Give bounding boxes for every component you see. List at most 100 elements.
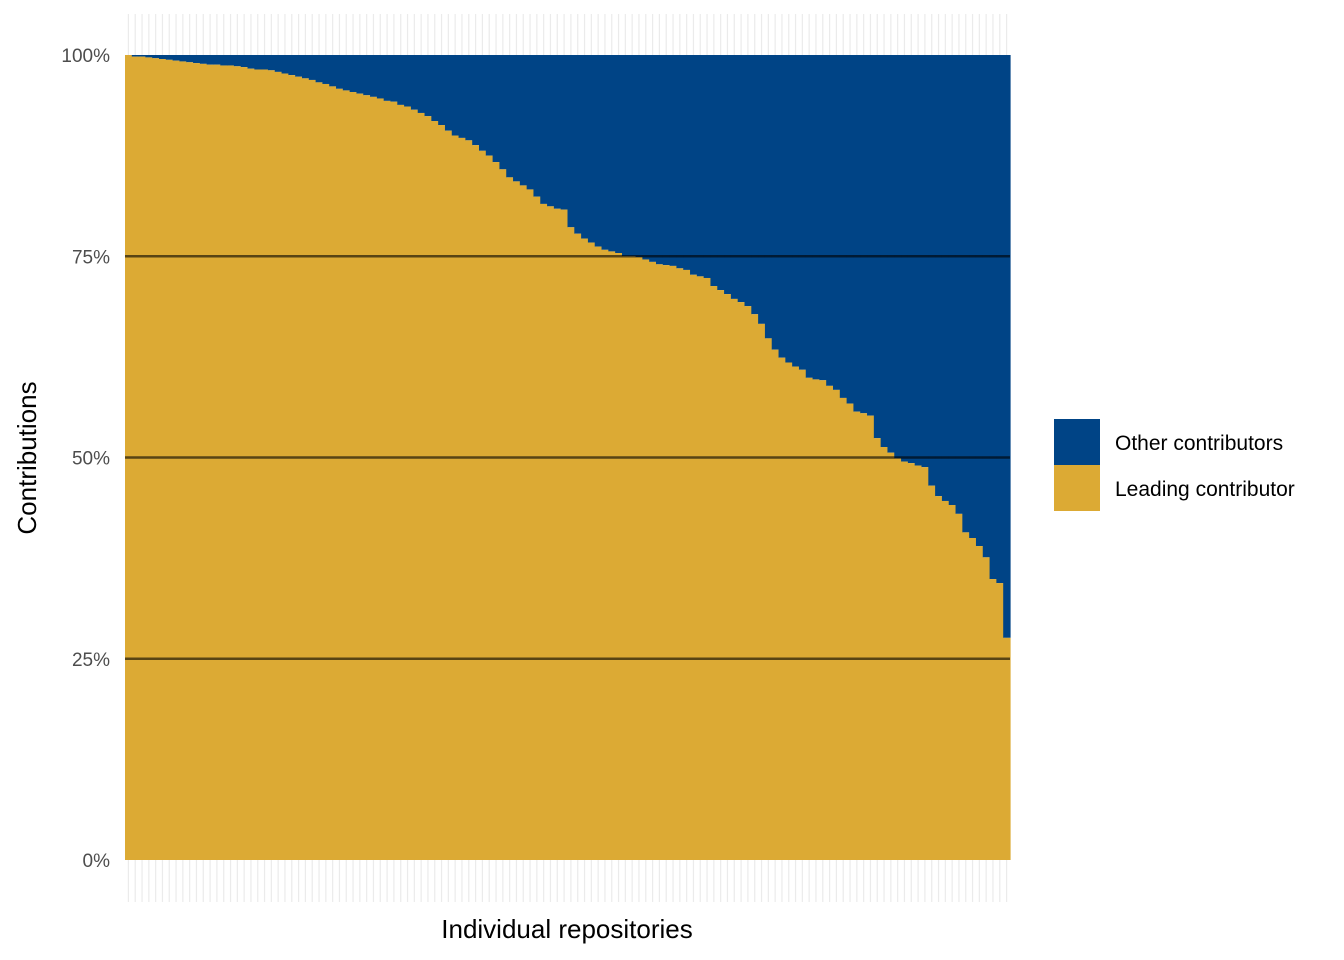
bar-leading-contributor bbox=[642, 259, 650, 861]
bar-leading-contributor bbox=[485, 155, 494, 860]
bar-other-contributors bbox=[165, 55, 174, 60]
bar-leading-contributor bbox=[458, 137, 466, 861]
bar-other-contributors bbox=[404, 55, 412, 107]
bar-leading-contributor bbox=[404, 106, 412, 860]
bar-leading-contributor bbox=[247, 68, 255, 860]
bar-other-contributors bbox=[274, 55, 283, 72]
bar-leading-contributor bbox=[193, 63, 201, 861]
bar-leading-contributor bbox=[737, 302, 746, 860]
bar-other-contributors bbox=[833, 55, 841, 390]
bar-other-contributors bbox=[853, 55, 861, 412]
bar-leading-contributor bbox=[574, 233, 582, 860]
bar-other-contributors bbox=[186, 55, 194, 63]
bar-leading-contributor bbox=[308, 79, 317, 860]
bar-leading-contributor bbox=[315, 82, 324, 861]
bar-other-contributors bbox=[669, 55, 678, 266]
bar-leading-contributor bbox=[853, 411, 861, 860]
bar-leading-contributor bbox=[812, 379, 820, 860]
bar-leading-contributor bbox=[288, 75, 296, 860]
bar-other-contributors bbox=[281, 55, 289, 74]
bar-other-contributors bbox=[329, 55, 337, 87]
bar-leading-contributor bbox=[771, 349, 780, 860]
bar-other-contributors bbox=[662, 55, 671, 266]
bar-leading-contributor bbox=[833, 389, 841, 860]
bar-other-contributors bbox=[349, 55, 358, 93]
bar-leading-contributor bbox=[621, 256, 630, 860]
bar-leading-contributor bbox=[540, 203, 548, 861]
bar-other-contributors bbox=[901, 55, 909, 462]
bar-leading-contributor bbox=[431, 121, 439, 860]
bar-other-contributors bbox=[989, 55, 997, 580]
bar-leading-contributor bbox=[274, 71, 283, 860]
bar-leading-contributor bbox=[267, 70, 276, 861]
bar-other-contributors bbox=[363, 55, 371, 96]
bar-leading-contributor bbox=[322, 83, 330, 861]
bar-leading-contributor bbox=[717, 290, 725, 860]
bar-other-contributors bbox=[581, 55, 589, 239]
bar-other-contributors bbox=[506, 55, 514, 178]
bar-other-contributors bbox=[703, 55, 712, 278]
bar-other-contributors bbox=[179, 55, 187, 62]
bar-other-contributors bbox=[240, 55, 249, 68]
bar-leading-contributor bbox=[233, 66, 242, 860]
bar-other-contributors bbox=[397, 55, 405, 105]
bar-leading-contributor bbox=[662, 265, 671, 861]
bar-other-contributors bbox=[826, 55, 834, 386]
bar-other-contributors bbox=[424, 55, 432, 117]
bar-other-contributors bbox=[560, 55, 569, 210]
bar-other-contributors bbox=[131, 55, 140, 57]
bar-leading-contributor bbox=[370, 96, 378, 861]
bar-leading-contributor bbox=[982, 557, 991, 860]
bar-other-contributors bbox=[227, 55, 235, 66]
bar-leading-contributor bbox=[635, 257, 643, 860]
bar-leading-contributor bbox=[349, 92, 358, 860]
bar-leading-contributor bbox=[764, 338, 773, 860]
bar-other-contributors bbox=[485, 55, 494, 156]
bar-leading-contributor bbox=[492, 162, 501, 860]
bar-leading-contributor bbox=[649, 261, 657, 860]
bar-other-contributors bbox=[710, 55, 718, 287]
bar-leading-contributor bbox=[826, 385, 834, 860]
bar-leading-contributor bbox=[989, 579, 997, 860]
bar-other-contributors bbox=[642, 55, 650, 260]
bar-other-contributors bbox=[458, 55, 466, 138]
bar-leading-contributor bbox=[444, 130, 453, 861]
bar-leading-contributor bbox=[499, 169, 507, 860]
bar-leading-contributor bbox=[261, 69, 269, 861]
bar-other-contributors bbox=[785, 55, 793, 363]
bar-other-contributors bbox=[322, 55, 330, 84]
bar-other-contributors bbox=[213, 55, 221, 65]
bar-leading-contributor bbox=[254, 69, 262, 861]
y-tick-label: 100% bbox=[61, 46, 110, 67]
bar-other-contributors bbox=[417, 55, 426, 113]
bar-leading-contributor bbox=[145, 57, 153, 861]
bar-leading-contributor bbox=[553, 208, 562, 860]
bar-leading-contributor bbox=[914, 465, 923, 860]
bar-leading-contributor bbox=[819, 380, 827, 860]
bar-other-contributors bbox=[928, 55, 936, 486]
bar-other-contributors bbox=[513, 55, 521, 182]
y-tick-label: 25% bbox=[72, 650, 110, 671]
bar-leading-contributor bbox=[295, 76, 303, 861]
bar-other-contributors bbox=[907, 55, 916, 464]
bar-other-contributors bbox=[410, 55, 419, 110]
bar-other-contributors bbox=[1003, 55, 1011, 638]
bar-other-contributors bbox=[792, 55, 800, 367]
bar-leading-contributor bbox=[962, 532, 970, 860]
bar-leading-contributor bbox=[792, 366, 800, 860]
bar-other-contributors bbox=[145, 55, 153, 58]
bar-leading-contributor bbox=[758, 323, 766, 860]
bar-leading-contributor bbox=[376, 98, 385, 861]
bar-leading-contributor bbox=[1003, 637, 1011, 860]
bar-other-contributors bbox=[873, 55, 882, 439]
bar-other-contributors bbox=[962, 55, 970, 533]
bar-leading-contributor bbox=[227, 65, 235, 861]
bar-other-contributors bbox=[867, 55, 875, 416]
bar-other-contributors bbox=[941, 55, 950, 501]
bar-leading-contributor bbox=[302, 78, 310, 861]
bar-other-contributors bbox=[172, 55, 181, 61]
bar-other-contributors bbox=[288, 55, 296, 76]
bar-leading-contributor bbox=[724, 294, 732, 861]
bar-other-contributors bbox=[479, 55, 487, 151]
bar-other-contributors bbox=[914, 55, 923, 466]
